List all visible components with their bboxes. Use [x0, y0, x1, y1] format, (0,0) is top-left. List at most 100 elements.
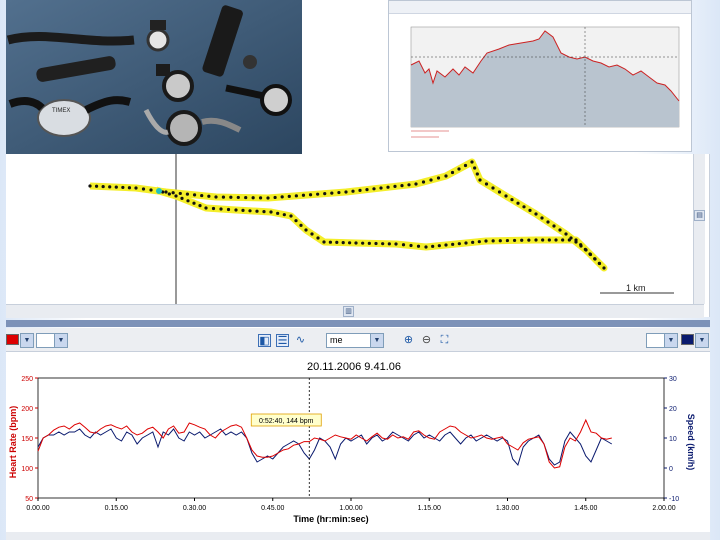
route-point [475, 172, 479, 176]
units-select[interactable]: me ▼ [326, 333, 384, 348]
left-axis-select[interactable]: ▼ [36, 333, 68, 348]
route-point [341, 241, 345, 245]
route-point [478, 178, 482, 182]
route-point [316, 236, 320, 240]
route-point [171, 191, 175, 195]
route-point [248, 209, 252, 213]
route-point [379, 186, 383, 190]
route-point [251, 196, 255, 200]
heart-rate-speed-chart[interactable]: 20.11.2006 9.41.06 50 100 150 200 250 -10 0 10 2… [6, 352, 710, 532]
route-point [269, 210, 273, 214]
chart-series [37, 418, 613, 469]
route-point [512, 238, 517, 243]
route-point [579, 243, 583, 247]
route-point [200, 193, 204, 198]
right-color-dropdown[interactable]: ▼ [695, 333, 709, 348]
route-point [484, 239, 488, 243]
map-scale-label: 1 km [626, 283, 646, 293]
heart-rate-chart-panel[interactable]: 20.11.2006 9.41.06 50 100 150 200 250 -10 0 10 2… [6, 352, 710, 532]
route-point [561, 238, 565, 242]
right-axis-select[interactable]: ▼ [646, 333, 678, 348]
route-point [94, 184, 99, 188]
zoom-out-icon[interactable]: ⊖ [421, 334, 432, 346]
route-point [287, 194, 291, 198]
map-horizontal-scrollbar[interactable]: ▥ [6, 304, 704, 318]
route-point [214, 195, 218, 199]
route-point [414, 182, 418, 186]
heart-rate-series-line [37, 418, 612, 469]
gps-route [88, 158, 608, 272]
y-axis-label-left: Heart Rate (bpm) [8, 406, 18, 479]
route-point [534, 212, 538, 216]
map-vertical-scrollbar[interactable]: ▤ [693, 154, 705, 304]
route-point [541, 238, 545, 242]
route-highlight [89, 158, 608, 272]
route-point [491, 186, 495, 190]
route-point [244, 195, 248, 200]
route-point [354, 241, 358, 245]
route-point [574, 238, 578, 242]
route-point [491, 239, 495, 243]
splitter-bar[interactable] [6, 320, 710, 327]
stacked-view-icon[interactable]: ☰ [276, 334, 289, 347]
y-tick-label-left: 200 [21, 406, 33, 413]
route-point [547, 238, 551, 242]
route-point [409, 243, 413, 248]
route-point [229, 195, 233, 199]
product-photo-illustration: TIMEX [6, 0, 302, 154]
route-point [552, 224, 556, 228]
route-point [174, 194, 178, 198]
x-tick-label: 1.15.00 [418, 505, 441, 512]
route-point [358, 188, 362, 192]
route-point [424, 245, 428, 249]
route-point [361, 241, 365, 245]
route-point [510, 198, 514, 202]
route-point [473, 166, 477, 170]
route-point [429, 178, 433, 182]
route-point [386, 185, 390, 189]
chart-horizontal-scrollbar[interactable] [6, 532, 710, 540]
left-color-dropdown[interactable]: ▼ [20, 333, 34, 348]
route-point [114, 185, 118, 189]
route-point [546, 220, 550, 224]
route-point [450, 170, 455, 175]
route-point [437, 244, 441, 248]
y-tick-label-right: 0 [669, 466, 673, 473]
route-point [416, 244, 421, 248]
route-point [564, 232, 568, 236]
route-point [167, 192, 171, 196]
route-point [258, 196, 263, 200]
route-map[interactable] [6, 154, 710, 304]
route-point [567, 238, 571, 242]
route-point [421, 180, 426, 184]
x-tick-label: 1.00.00 [339, 505, 362, 512]
route-point [134, 186, 138, 190]
route-point [477, 240, 481, 244]
scroll-thumb-horizontal[interactable]: ▥ [343, 306, 354, 317]
route-point [255, 209, 259, 213]
fit-to-window-icon[interactable]: ⛶ [440, 334, 449, 346]
chart-axes: 50 100 150 200 250 -10 0 10 20 30 0.00.00 0.15.00 0.… [21, 376, 679, 512]
route-point [444, 174, 448, 178]
route-point [241, 208, 245, 212]
y-tick-label-right: 20 [669, 406, 677, 413]
route-point [108, 185, 112, 189]
zoom-in-icon[interactable]: ⊕ [403, 334, 414, 346]
left-series-color-swatch[interactable] [6, 334, 19, 345]
scroll-thumb-vertical[interactable]: ▤ [694, 210, 705, 221]
route-point [554, 238, 558, 242]
cursor-tooltip [250, 413, 322, 427]
y-tick-label-left: 50 [25, 496, 33, 503]
wave-icon[interactable]: ∿ [295, 334, 306, 346]
route-point [289, 214, 293, 218]
route-point [451, 242, 455, 246]
route-point [367, 241, 371, 245]
right-series-color-swatch[interactable] [681, 334, 694, 345]
route-point [484, 182, 489, 186]
x-tick-label: 1.45.00 [574, 505, 597, 512]
route-point [294, 194, 298, 198]
route-point [344, 190, 348, 194]
gps-map-view[interactable]: 1 km [6, 154, 710, 317]
split-view-icon[interactable]: ◧ [258, 334, 271, 347]
route-point [316, 192, 320, 196]
